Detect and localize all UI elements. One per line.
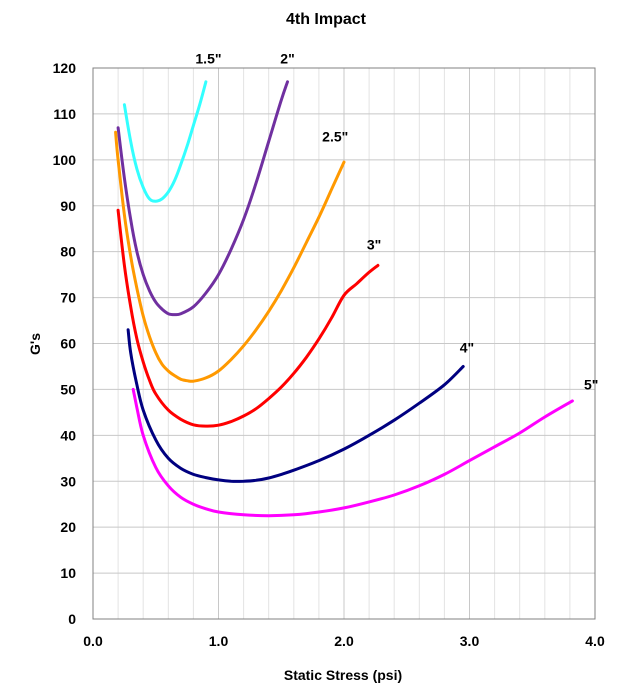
grid [93, 68, 595, 619]
x-tick-label: 0.0 [83, 633, 103, 649]
series-line [114, 130, 346, 383]
y-tick-label: 50 [60, 381, 76, 397]
series-line [126, 328, 465, 483]
series-layer [114, 80, 574, 518]
y-tick-label: 30 [60, 473, 76, 489]
plot-frame [92, 67, 596, 620]
y-tick-label: 40 [60, 427, 76, 443]
y-tick-label: 60 [60, 336, 76, 352]
series-label: 3" [367, 236, 381, 252]
series-label: 2.5" [322, 128, 348, 144]
series-line [122, 80, 208, 203]
y-tick-label: 70 [60, 290, 76, 306]
y-tick-label: 120 [53, 60, 77, 76]
y-tick-label: 10 [60, 565, 76, 581]
y-tick-label: 90 [60, 198, 76, 214]
series-label: 2" [280, 50, 294, 66]
y-tick-label: 110 [53, 106, 76, 122]
y-tick-label: 20 [60, 519, 76, 535]
chart-title: 4th Impact [286, 11, 367, 28]
x-tick-label: 4.0 [585, 633, 605, 649]
series-labels: 1.5" 2" 2.5" 3" 4" 5" [195, 50, 598, 392]
series-line [116, 80, 289, 317]
x-axis-label: Static Stress (psi) [284, 667, 402, 683]
x-tick-labels: 0.0 1.0 2.0 3.0 4.0 [83, 633, 605, 649]
y-tick-label: 0 [68, 611, 76, 627]
x-tick-label: 3.0 [460, 633, 480, 649]
y-axis-label: G's [27, 333, 43, 355]
y-tick-label: 100 [53, 152, 77, 168]
series-line [116, 208, 380, 428]
series-line [131, 387, 574, 518]
y-tick-label: 80 [60, 244, 76, 260]
x-tick-label: 1.0 [209, 633, 229, 649]
series-label: 4" [460, 340, 474, 356]
y-tick-labels: 0 10 20 30 40 50 60 70 80 90 100 110 120 [53, 60, 77, 627]
series-label: 1.5" [195, 50, 221, 66]
x-tick-label: 2.0 [334, 633, 354, 649]
series-label: 5" [584, 376, 598, 392]
